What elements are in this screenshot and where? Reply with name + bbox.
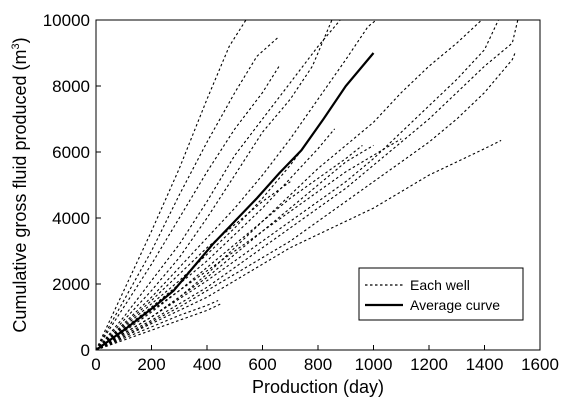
well-line-16 <box>96 138 402 350</box>
well-line-8 <box>96 20 483 350</box>
well-line-3 <box>96 65 280 350</box>
x-tick-label-1400: 1400 <box>466 355 504 374</box>
well-line-12 <box>96 139 502 350</box>
well-line-11 <box>96 52 516 350</box>
axis-ticks <box>95 19 541 351</box>
x-tick-label-1000: 1000 <box>355 355 393 374</box>
x-tick-label-600: 600 <box>248 355 276 374</box>
y-axis-label-superscript: 3 <box>10 43 22 49</box>
well-line-6 <box>96 20 377 350</box>
well-line-14 <box>96 144 363 350</box>
x-tick-label-200: 200 <box>137 355 165 374</box>
well-line-17 <box>96 299 219 350</box>
x-tick-label-1200: 1200 <box>410 355 448 374</box>
x-tick-label-0: 0 <box>91 355 100 374</box>
x-tick-label-800: 800 <box>304 355 332 374</box>
legend-box <box>358 267 524 321</box>
y-tick-label-0: 0 <box>81 341 90 360</box>
y-tick-label-10000: 10000 <box>43 11 90 30</box>
legend-label-each-well: Each well <box>410 277 470 293</box>
well-line-9 <box>96 20 499 350</box>
y-axis-label-close: ) <box>10 37 30 43</box>
plot-lines <box>96 20 519 350</box>
well-line-15 <box>96 135 313 350</box>
well-line-10 <box>96 20 519 350</box>
well-line-5 <box>96 20 333 350</box>
legend: Each well Average curve <box>358 267 524 321</box>
x-axis-label: Production (day) <box>252 377 384 397</box>
y-tick-label-4000: 4000 <box>52 209 90 228</box>
well-line-18 <box>96 181 291 350</box>
well-line-19 <box>96 303 222 350</box>
well-line-4 <box>96 20 341 350</box>
y-axis-label: Cumulative gross fluid produced (m3) <box>10 37 30 332</box>
y-tick-label-6000: 6000 <box>52 143 90 162</box>
legend-label-average-curve: Average curve <box>410 297 500 313</box>
y-tick-label-8000: 8000 <box>52 77 90 96</box>
well-line-7 <box>96 128 336 350</box>
y-tick-label-2000: 2000 <box>52 275 90 294</box>
x-tick-label-400: 400 <box>193 355 221 374</box>
x-tick-label-1600: 1600 <box>521 355 559 374</box>
well-line-1 <box>96 20 247 350</box>
well-line-2 <box>96 36 280 350</box>
average-curve-line <box>96 52 375 350</box>
tick-labels: 0 200 400 600 800 1000 1200 1400 1600 0 2000 4000 60… <box>43 11 559 374</box>
y-axis-label-main: Cumulative gross fluid produced (m <box>10 50 30 333</box>
